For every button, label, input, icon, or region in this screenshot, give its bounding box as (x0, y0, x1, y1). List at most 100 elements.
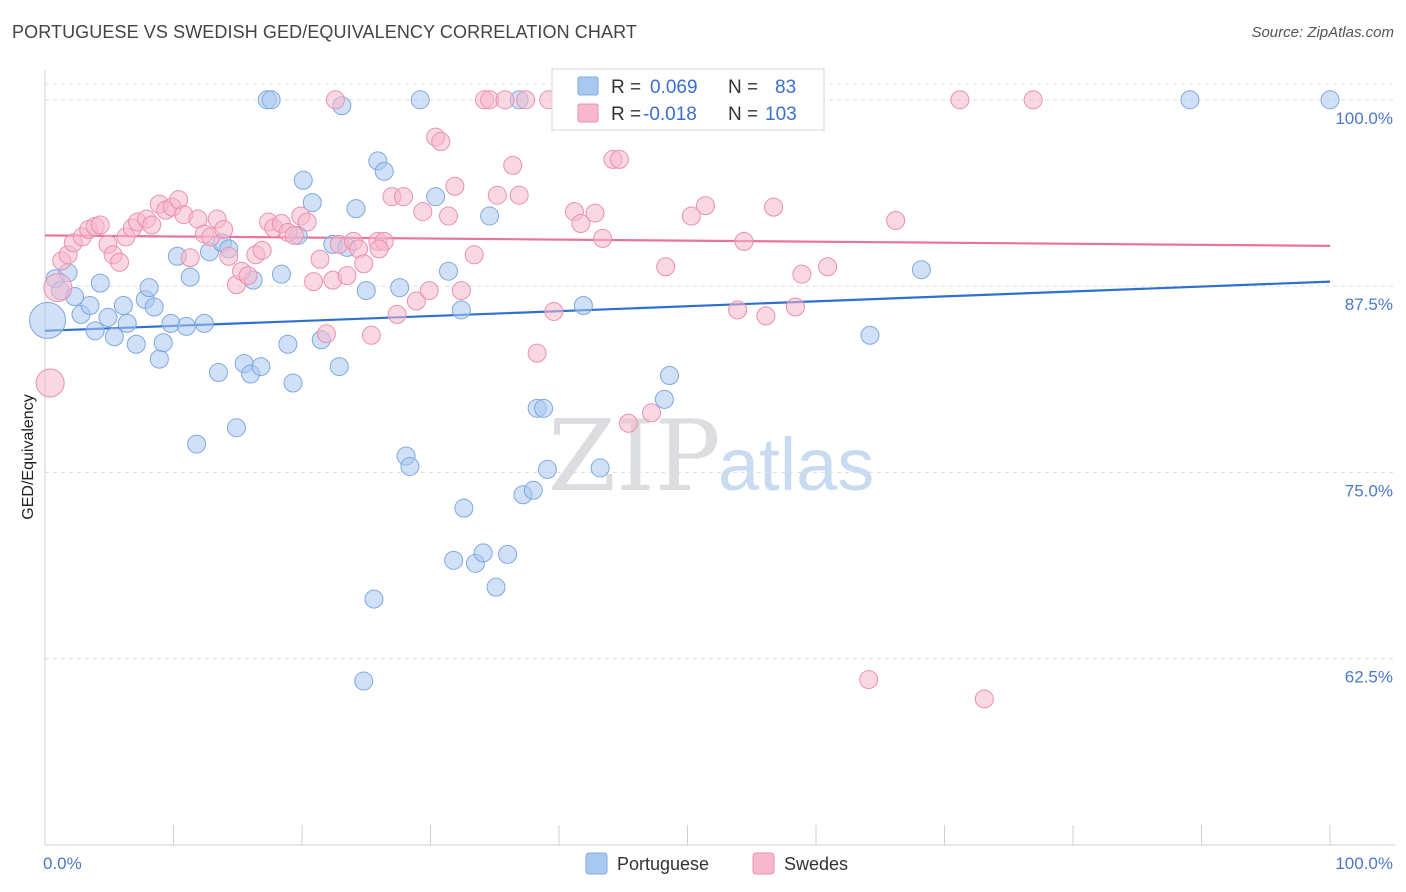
stats-n-value-portuguese: 83 (775, 77, 796, 98)
point-portuguese-12 (117, 313, 137, 333)
point-portuguese-17 (149, 349, 169, 369)
point-portuguese-70 (537, 459, 557, 479)
point-swedes-69 (503, 155, 523, 175)
point-portuguese-57 (444, 550, 464, 570)
point-swedes-79 (593, 228, 613, 248)
point-swedes-76 (571, 214, 591, 234)
trend-lines (44, 234, 1331, 332)
point-swedes-72 (527, 343, 547, 363)
point-swedes-98 (950, 90, 970, 110)
point-swedes-78 (585, 203, 605, 223)
point-swedes-38 (284, 225, 304, 245)
stats-r-value-portuguese: 0.069 (650, 77, 698, 98)
point-swedes-96 (859, 670, 879, 690)
point-swedes-82 (618, 413, 638, 433)
point-portuguese-62 (480, 206, 500, 226)
point-portuguese-73 (590, 458, 610, 478)
point-swedes-90 (734, 231, 754, 251)
point-swedes-81 (609, 149, 629, 169)
point-swedes-22 (180, 248, 200, 268)
point-portuguese-77 (860, 325, 880, 345)
point-portuguese-11 (113, 295, 133, 315)
point-swedes-55 (394, 187, 414, 207)
point-portuguese-16 (144, 297, 164, 317)
point-portuguese-9 (98, 307, 118, 327)
point-portuguese-15 (139, 278, 159, 298)
data-points (29, 90, 1340, 709)
point-portuguese-56 (438, 261, 458, 281)
trend-line-portuguese (44, 280, 1331, 332)
x-tick-label-left: 0.0% (43, 854, 82, 873)
point-swedes-70 (509, 185, 529, 205)
point-portuguese-26 (208, 363, 228, 383)
legend-swatch-swedes (752, 852, 775, 875)
tick-labels: 100.0% 87.5% 75.0% 62.5% 0.0% 100.0% (43, 109, 1393, 873)
point-portuguese-18 (153, 333, 173, 353)
stats-n-label-portuguese: N = (728, 77, 758, 98)
point-swedes-41 (304, 272, 324, 292)
point-portuguese-22 (180, 267, 200, 287)
point-swedes-100 (1023, 90, 1043, 110)
point-portuguese-79 (1180, 90, 1200, 110)
point-swedes-1 (43, 273, 73, 303)
point-swedes-87 (695, 196, 715, 216)
point-swedes-54 (387, 304, 407, 324)
point-swedes-50 (361, 325, 381, 345)
point-portuguese-81 (364, 589, 384, 609)
y-tick-label-2: 75.0% (1345, 481, 1393, 500)
watermark: ZIP atlas (548, 400, 874, 514)
point-swedes-61 (438, 206, 458, 226)
point-swedes-74 (544, 301, 564, 321)
point-portuguese-10 (104, 327, 124, 347)
point-portuguese-53 (400, 456, 420, 476)
watermark-atlas: atlas (718, 423, 874, 506)
point-swedes-60 (431, 132, 451, 152)
stats-n-label-swedes: N = (728, 104, 758, 125)
stats-r-label-swedes: R = (611, 104, 641, 125)
point-portuguese-63 (486, 577, 506, 597)
stats-r-value-swedes: -0.018 (643, 104, 697, 125)
point-swedes-49 (354, 254, 374, 274)
point-portuguese-51 (390, 278, 410, 298)
point-swedes-95 (818, 257, 838, 277)
series-legend: Portuguese Swedes (585, 852, 848, 875)
point-portuguese-36 (271, 264, 291, 284)
point-swedes-43 (316, 324, 336, 344)
point-portuguese-67 (523, 480, 543, 500)
point-swedes-28 (219, 246, 239, 266)
point-portuguese-78 (911, 260, 931, 280)
point-swedes-0 (35, 368, 65, 398)
point-swedes-40 (297, 212, 317, 232)
y-tick-label-3: 62.5% (1345, 668, 1393, 687)
point-portuguese-54 (410, 90, 430, 110)
point-portuguese-38 (283, 373, 303, 393)
y-axis-label: GED/Equivalency (20, 394, 37, 519)
point-swedes-89 (728, 300, 748, 320)
chart-source: Source: ZipAtlas.com (1251, 24, 1394, 41)
point-portuguese-19 (161, 313, 181, 333)
point-portuguese-64 (498, 544, 518, 564)
point-portuguese-7 (85, 321, 105, 341)
y-tick-label-0: 100.0% (1335, 109, 1393, 128)
point-portuguese-59 (454, 498, 474, 518)
point-swedes-11 (110, 252, 130, 272)
point-swedes-94 (792, 264, 812, 284)
point-portuguese-69 (534, 398, 554, 418)
point-swedes-62 (445, 176, 465, 196)
point-portuguese-44 (329, 357, 349, 377)
point-swedes-91 (756, 306, 776, 326)
point-portuguese-48 (356, 281, 376, 301)
point-portuguese-50 (374, 161, 394, 181)
x-tick-label-right: 100.0% (1335, 854, 1393, 873)
point-swedes-84 (642, 403, 662, 423)
point-swedes-63 (451, 281, 471, 301)
point-swedes-71 (516, 90, 536, 110)
point-swedes-99 (974, 689, 994, 709)
point-portuguese-75 (654, 389, 674, 409)
point-portuguese-24 (194, 313, 214, 333)
point-swedes-42 (310, 249, 330, 269)
point-swedes-86 (681, 206, 701, 226)
point-swedes-85 (656, 257, 676, 277)
point-portuguese-29 (226, 418, 246, 438)
